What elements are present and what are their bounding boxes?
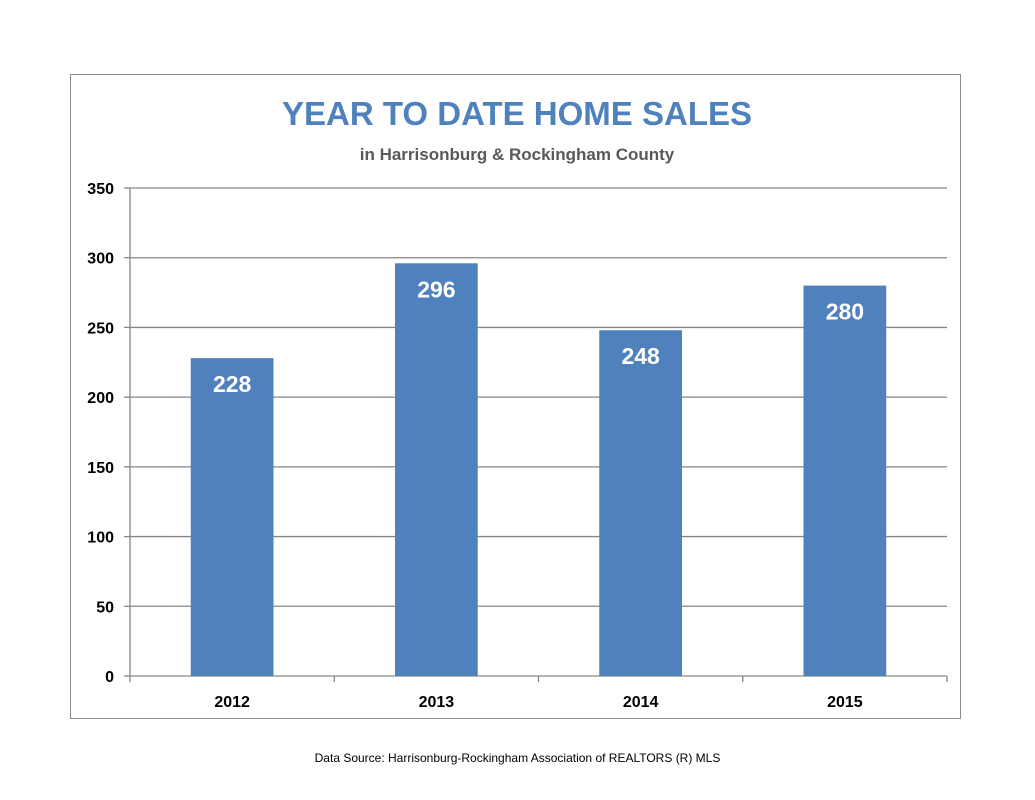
y-tick-label: 350 [87,181,114,198]
bars [190,263,887,676]
chart-frame: YEAR TO DATE HOME SALES in Harrisonburg … [70,74,961,719]
y-tick-label: 50 [96,599,114,616]
y-tick-label: 150 [87,460,114,477]
chart-title: YEAR TO DATE HOME SALES [282,95,752,132]
bar-chart: YEAR TO DATE HOME SALES in Harrisonburg … [87,95,948,711]
bar-2014 [599,330,682,676]
data-source-note: Data Source: Harrisonburg-Rockingham Ass… [314,751,721,765]
data-labels: 228 296 248 280 [213,276,864,397]
x-tick-label: 2012 [214,694,250,711]
y-tick-label: 0 [105,669,114,686]
data-label: 280 [826,299,864,325]
bar-2012 [190,358,274,676]
y-tick-label: 300 [87,251,114,268]
data-label: 248 [621,343,660,369]
x-tick-label: 2013 [419,694,455,711]
x-tick-label: 2015 [827,694,863,711]
chart-subtitle: in Harrisonburg & Rockingham County [360,145,675,164]
bar-2015 [803,285,887,676]
data-label: 228 [213,371,252,397]
y-tick-label: 200 [87,390,114,407]
y-tick-label: 100 [87,530,114,547]
bar-2013 [395,263,478,676]
data-label: 296 [417,276,455,302]
x-tick-label: 2014 [623,694,659,711]
y-tick-label: 250 [87,320,114,337]
